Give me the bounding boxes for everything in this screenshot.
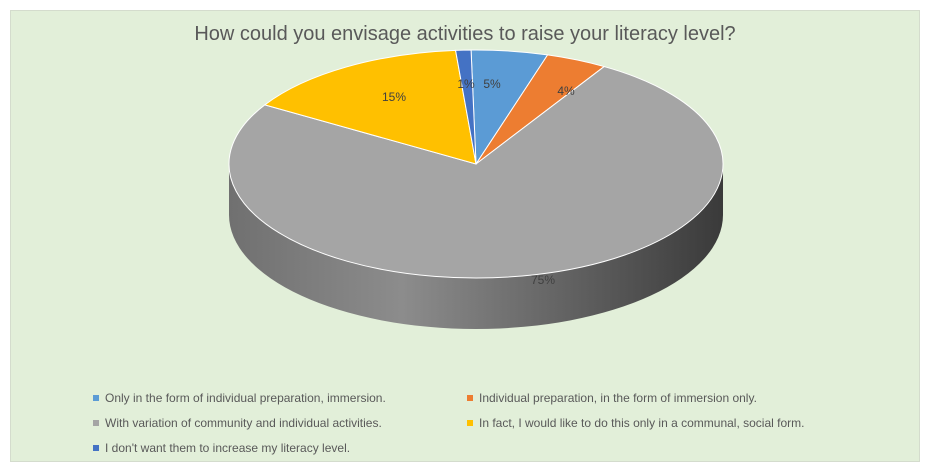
data-label-5: 1% bbox=[457, 77, 475, 91]
legend-label: I don't want them to increase my literac… bbox=[105, 441, 351, 455]
data-label-2: 4% bbox=[557, 84, 575, 98]
data-label-3: 75% bbox=[531, 273, 555, 287]
legend-swatch bbox=[93, 395, 99, 401]
legend-label: Individual preparation, in the form of i… bbox=[479, 391, 757, 405]
chart-title: How could you envisage activities to rai… bbox=[194, 23, 736, 45]
pie-slice-5 bbox=[454, 49, 477, 165]
pie-slice-3 bbox=[228, 65, 724, 279]
legend-label: Only in the form of individual preparati… bbox=[105, 391, 386, 405]
legend-swatch bbox=[93, 420, 99, 426]
chart-area: How could you envisage activities to rai… bbox=[10, 10, 920, 462]
data-label-4: 15% bbox=[382, 90, 406, 104]
legend-swatch bbox=[467, 420, 473, 426]
legend: Only in the form of individual preparati… bbox=[93, 389, 893, 457]
pie-chart: 5% 4% 75% 15% 1% bbox=[228, 49, 724, 329]
legend-entry-4: In fact, I would like to do this only in… bbox=[467, 414, 887, 432]
data-label-1: 5% bbox=[483, 77, 501, 91]
legend-swatch bbox=[467, 395, 473, 401]
legend-label: In fact, I would like to do this only in… bbox=[479, 416, 805, 430]
legend-entry-2: Individual preparation, in the form of i… bbox=[467, 389, 887, 407]
pie-slice-4 bbox=[263, 49, 477, 165]
pie-side-wall bbox=[229, 164, 723, 329]
legend-entry-1: Only in the form of individual preparati… bbox=[93, 389, 467, 407]
legend-entry-3: With variation of community and individu… bbox=[93, 414, 467, 432]
legend-entry-5: I don't want them to increase my literac… bbox=[93, 439, 467, 457]
legend-label: With variation of community and individu… bbox=[105, 416, 382, 430]
legend-swatch bbox=[93, 445, 99, 451]
